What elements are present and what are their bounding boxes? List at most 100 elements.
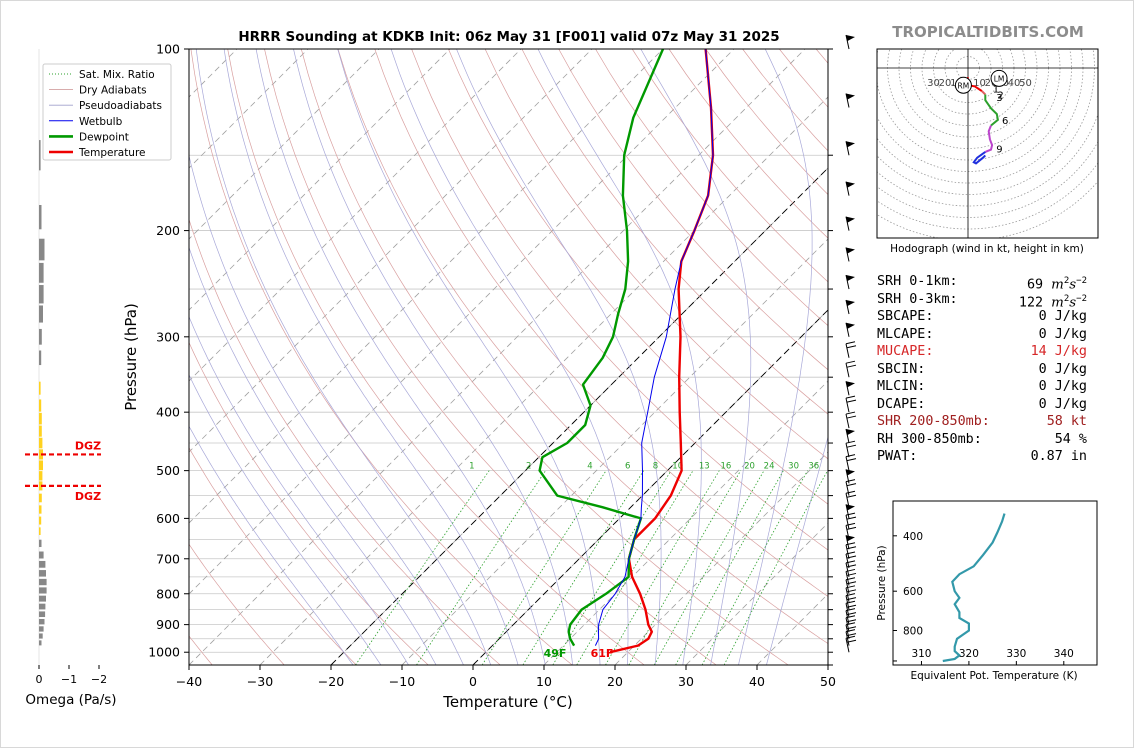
x-tick-label: −40 [176,674,202,689]
legend-label: Temperature [78,147,146,159]
mixing-ratio-label: 30 [788,462,799,472]
moist-adiabat [739,49,813,665]
surface-temp-label: 61F [591,647,614,660]
hodograph-segment [974,152,986,164]
y-tick-label: 800 [156,586,180,601]
theta-e-x-label: Equivalent Pot. Temperature (K) [910,670,1077,682]
wind-barb [846,35,855,49]
y-tick-label: 600 [156,511,180,526]
wind-barb [846,504,855,518]
omega-bar [39,471,42,480]
theta-e-x-tick-label: 320 [959,648,979,660]
theta-e-y-tick-label: 800 [903,625,923,637]
wind-barb [846,429,855,443]
chart-title: HRRR Sounding at KDKB Init: 06z May 31 [… [238,29,779,45]
legend-label: Sat. Mix. Ratio [79,69,155,81]
theta-e-x-tick-label: 330 [1006,648,1026,660]
omega-bar [39,640,42,645]
y-tick-label: 300 [156,329,180,344]
hodograph-segment [985,126,992,152]
minus20-isotherm [331,49,947,665]
y-tick-label: 700 [156,551,180,566]
omega-bar [39,350,41,365]
dry-adiabat [301,49,788,665]
dry-adiabat [191,49,572,665]
wind-barb [846,361,856,377]
hodograph-title: Hodograph (wind in kt, height in km) [890,243,1084,255]
x-tick-label: 20 [607,674,623,689]
legend-label: Dewpoint [79,131,129,143]
moist-adiabat [256,49,545,665]
mixing-ratio-label: 8 [653,462,658,472]
omega-bar [39,460,43,470]
param-pwat: PWAT:0.87 in [877,448,1097,466]
omega-bar [39,205,42,229]
omega-bar [39,517,41,525]
storm-motion-label: RM [958,81,970,90]
x-tick-label: 50 [820,674,836,689]
y-tick-label: 400 [156,405,180,420]
skewt-frame [189,49,828,665]
mixing-ratio-label: 1 [469,462,474,472]
mixing-ratio-label: 16 [720,462,731,472]
storm-motion-label: LM [994,74,1005,83]
wind-barb [846,300,855,314]
wind-barb [846,381,855,395]
wind-barbs [846,35,856,652]
omega-tick-label: −2 [91,673,107,686]
omega-bar [39,239,45,261]
omega-bar [39,619,45,624]
param-sbcin: SBCIN:0 J/kg [877,361,1097,379]
y-tick-label: 900 [156,617,180,632]
x-tick-label: 0 [469,674,477,689]
omega-bar [39,570,46,577]
mixing-ratio-label: 24 [764,462,775,472]
theta-e-y-label: Pressure (hPa) [876,545,888,620]
omega-bar [39,552,44,559]
height-label: 3 [996,93,1002,104]
y-axis-label: Pressure (hPa) [122,303,140,411]
omega-bar [39,263,44,283]
mixing-ratio-label: 6 [625,462,630,472]
x-tick-label: 30 [678,674,694,689]
omega-bar [39,305,43,322]
y-tick-label: 500 [156,463,180,478]
omega-bar [39,426,42,437]
omega-bar [39,527,41,535]
moist-adiabat [391,49,628,665]
wind-barb [846,93,855,107]
mixing-ratio-line [676,471,784,665]
x-tick-label: −30 [247,674,273,689]
y-tick-label: 1000 [148,645,180,660]
moist-adiabat [149,49,436,665]
x-tick-label: 10 [536,674,552,689]
omega-bar [39,604,45,610]
omega-bar [39,285,44,303]
omega-bar [39,438,42,449]
parameter-table: SRH 0-1km:69 m2s−2 SRH 0-3km:122 m2s−2 S… [877,273,1097,466]
moist-adiabat [224,49,518,665]
omega-bar [39,587,47,593]
hodograph-ring-label: 50 [1019,78,1032,89]
y-tick-label: 200 [156,223,180,238]
wind-barb [846,217,855,231]
mixing-ratio-label: 2 [526,462,531,472]
wind-barb [846,455,856,471]
omega-tick-label: 0 [36,673,43,686]
param-sbcape: SBCAPE:0 J/kg [877,308,1097,326]
theta-e-line [943,514,1005,661]
x-tick-label: 40 [749,674,765,689]
height-label: 9 [996,145,1002,156]
wind-barb [846,182,855,196]
param-srh1: SRH 0-1km:69 m2s−2 [877,273,1097,291]
omega-bar [39,140,41,170]
omega-bar [39,633,43,638]
mixing-ratio-line [482,471,606,665]
omega-bar [39,413,42,425]
theta-e-x-tick-label: 310 [911,648,931,660]
moist-adiabat [196,49,491,665]
dgz-label-top: DGZ [75,439,101,452]
